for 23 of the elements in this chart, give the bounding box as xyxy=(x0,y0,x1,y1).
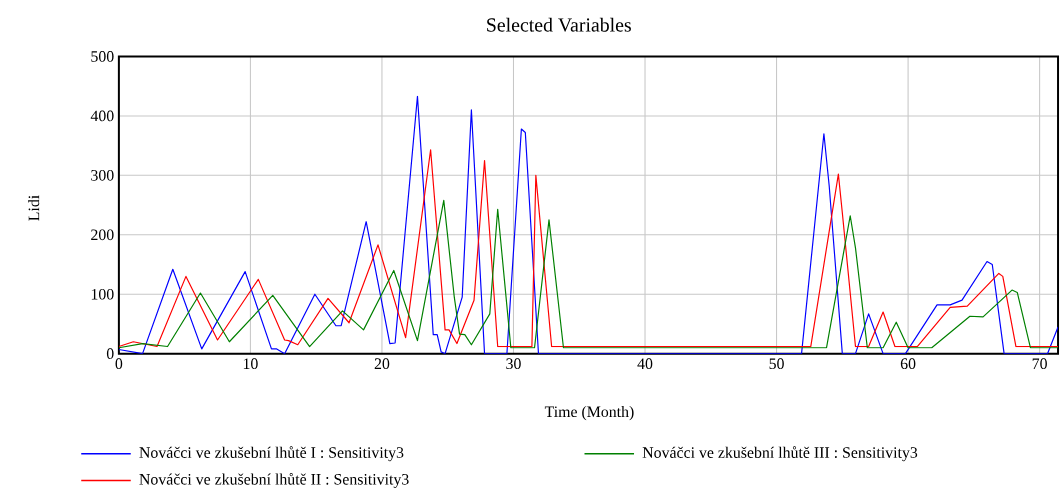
x-tick-label: 40 xyxy=(637,358,653,369)
legend-label: Nováčci ve zkušební lhůtě II : Sensitivity3 xyxy=(139,472,409,488)
x-tick-label: 60 xyxy=(900,358,916,369)
line-series xyxy=(118,95,1059,354)
y-tick-label: 400 xyxy=(90,110,114,122)
line-series xyxy=(118,199,1059,349)
y-tick-label: 300 xyxy=(91,169,114,181)
y-tick-label: 200 xyxy=(91,229,114,240)
y-tick-label: 0 xyxy=(106,348,114,359)
legend-label: Nováčci ve zkušební lhůtě III : Sensitivity3 xyxy=(642,446,918,461)
x-tick-label: 10 xyxy=(243,358,258,369)
x-tick-label: 0 xyxy=(115,358,123,369)
x-axis-title: Time (Month) xyxy=(544,405,634,421)
x-tick-label: 20 xyxy=(374,358,390,369)
legend-label: Nováčci ve zkušební lhůtě I : Sensitivity3 xyxy=(139,446,404,461)
y-axis-title: Lidi xyxy=(28,194,40,221)
x-tick-label: 50 xyxy=(769,358,784,369)
x-tick-label: 30 xyxy=(506,358,521,369)
line-series xyxy=(118,149,1059,347)
chart-title: Selected Variables xyxy=(487,17,631,32)
y-tick-label: 500 xyxy=(91,50,114,62)
y-tick-label: 100 xyxy=(91,288,114,300)
x-tick-label: 70 xyxy=(1032,358,1047,369)
